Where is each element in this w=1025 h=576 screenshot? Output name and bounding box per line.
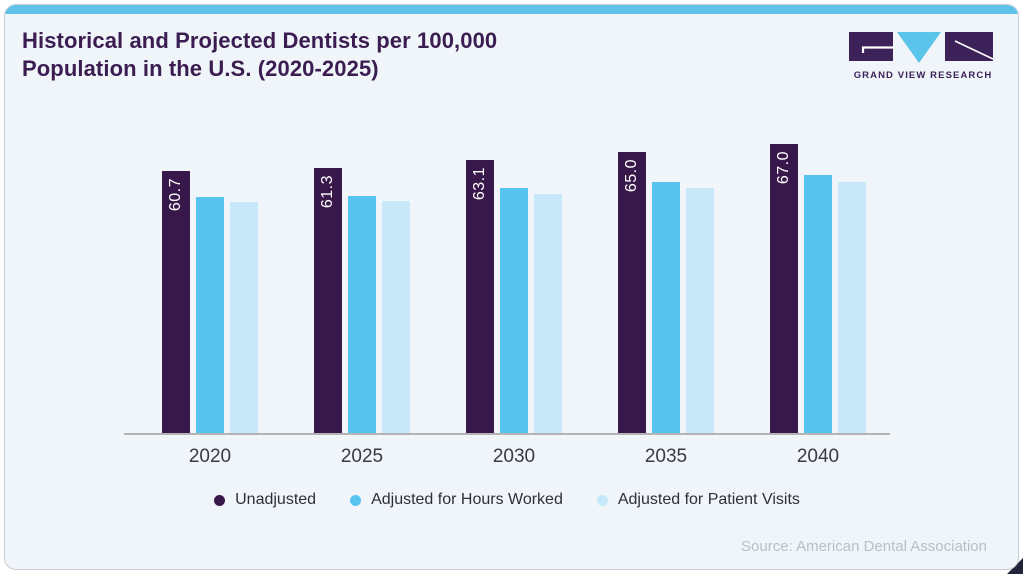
bar-2040-series2: [838, 182, 866, 433]
bar-2030-series1: [500, 188, 528, 433]
bar-value-label: 67.0: [775, 151, 792, 185]
bar-2035-series1: [652, 182, 680, 433]
bar-value-label: 63.1: [471, 167, 488, 201]
legend-dot-patient-visits: [596, 494, 608, 506]
bar-2035-series2: [686, 188, 714, 433]
x-tick-2035: 2035: [644, 446, 688, 467]
bar-2025-series2: [382, 201, 410, 433]
bar-2040-series1: [804, 175, 832, 433]
bar-chart: 60.7 2020 61.3 2025 63.1 2030 65.0 2035 67.0 2040: [124, 139, 890, 467]
logo-r-stroke: [954, 40, 994, 60]
chart-title-line1: Historical and Projected Dentists per 10…: [22, 28, 498, 53]
chart-title-line2: Population in the U.S. (2020-2025): [22, 56, 379, 81]
logo-g-stroke: [861, 46, 893, 53]
bar-2035-series0: 65.0: [618, 152, 646, 433]
bar-2020-series2: [230, 202, 258, 433]
bar-2030-series2: [534, 194, 562, 433]
x-tick-2030: 2030: [492, 446, 536, 467]
bar-value-label: 65.0: [623, 159, 640, 193]
bar-2030-series0: 63.1: [466, 160, 494, 433]
x-tick-2020: 2020: [188, 446, 232, 467]
bar-value-label: 61.3: [319, 175, 336, 209]
bar-2025-series1: [348, 196, 376, 433]
bar-group-2030: 63.1: [466, 160, 562, 433]
chart-title: Historical and Projected Dentists per 10…: [22, 27, 497, 83]
bar-2040-series0: 67.0: [770, 144, 798, 433]
bar-group-2025: 61.3: [314, 168, 410, 433]
source-attribution: Source: American Dental Association: [741, 538, 987, 555]
top-accent-bar: [5, 5, 1018, 14]
legend-label-unadjusted: Unadjusted: [235, 491, 317, 508]
x-axis-line: [124, 433, 890, 435]
legend-dot-hours-worked: [350, 494, 362, 506]
logo-r-block: [945, 32, 993, 61]
bar-2020-series0: 60.7: [162, 171, 190, 433]
bar-group-2035: 65.0: [618, 152, 714, 433]
gvr-logo: GRAND VIEW RESEARCH: [848, 29, 998, 81]
legend-label-hours-worked: Adjusted for Hours Worked: [371, 491, 563, 508]
legend-item-patient-visits: Adjusted for Patient Visits: [596, 491, 800, 509]
bar-2025-series0: 61.3: [314, 168, 342, 433]
legend-item-unadjusted: Unadjusted: [214, 491, 316, 509]
x-tick-2025: 2025: [340, 446, 384, 467]
chart-card: Historical and Projected Dentists per 10…: [4, 4, 1019, 570]
gvr-logo-text: GRAND VIEW RESEARCH: [853, 70, 993, 81]
bar-value-label: 60.7: [167, 178, 184, 212]
bar-group-2020: 60.7: [162, 171, 258, 433]
legend-item-hours-worked: Adjusted for Hours Worked: [350, 491, 563, 509]
x-tick-2040: 2040: [796, 446, 840, 467]
logo-v-triangle-icon: [897, 32, 941, 63]
bar-group-2040: 67.0: [770, 144, 866, 433]
legend-label-patient-visits: Adjusted for Patient Visits: [617, 491, 800, 508]
legend-dot-unadjusted: [214, 494, 226, 506]
bar-2020-series1: [196, 197, 224, 433]
legend: Unadjusted Adjusted for Hours Worked Adj…: [124, 491, 890, 509]
gvr-logo-mark: [849, 32, 994, 63]
